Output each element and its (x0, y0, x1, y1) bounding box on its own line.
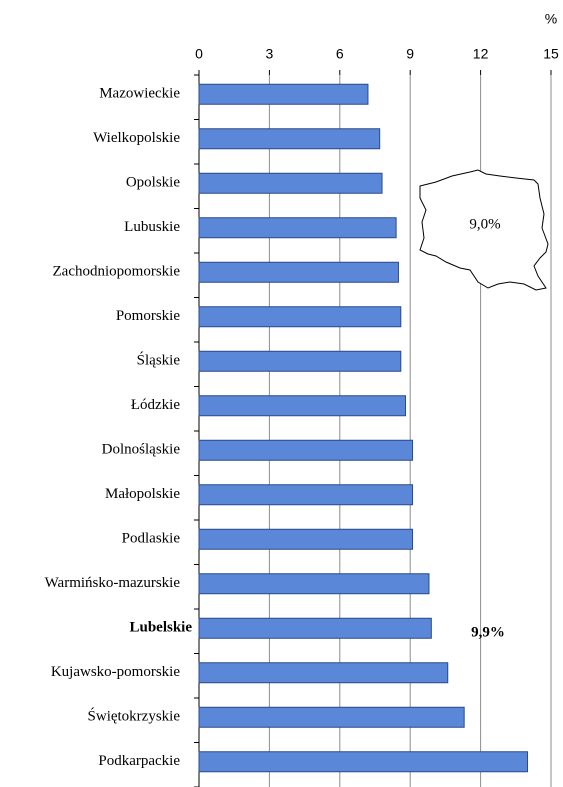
x-tick-label: 6 (336, 46, 344, 62)
bar (198, 128, 381, 150)
x-axis-unit: % (545, 11, 557, 27)
y-tick-label: Lubuskie (124, 219, 180, 235)
bar (198, 528, 414, 550)
bar (198, 83, 369, 105)
y-tick-label: Lubelskie (129, 620, 192, 636)
bar (198, 261, 399, 283)
x-tick-label: 15 (543, 46, 559, 62)
x-tick-label: 12 (473, 46, 489, 62)
bar (198, 573, 430, 595)
y-tick-label: Warmińsko-mazurskie (45, 575, 181, 591)
y-tick-label: Małopolskie (105, 486, 180, 502)
bar (198, 395, 407, 417)
bar (198, 617, 432, 639)
bar (198, 662, 449, 684)
y-tick-label: Łódzkie (131, 397, 180, 413)
x-tick-label: 0 (195, 46, 203, 62)
bar (198, 172, 383, 194)
bar (198, 350, 402, 372)
y-tick-label: Kujawsko-pomorskie (51, 664, 180, 680)
y-tick-label: Podlaskie (122, 531, 181, 547)
bar (198, 439, 414, 461)
y-tick-label: Pomorskie (116, 308, 181, 324)
poland-map (419, 169, 549, 291)
bar (198, 306, 402, 328)
highlight-annotation: 9,9% (471, 624, 505, 640)
bar (198, 217, 397, 239)
y-tick-label: Podkarpackie (98, 753, 180, 769)
y-tick-label: Wielkopolskie (93, 130, 180, 146)
bar (198, 484, 414, 506)
bar (198, 706, 465, 728)
y-tick-label: Śląskie (137, 352, 181, 369)
x-tick-label: 3 (266, 46, 274, 62)
y-tick-label: Świętokrzyskie (88, 708, 181, 725)
y-tick-label: Zachodniopomorskie (53, 264, 181, 280)
bar (198, 751, 529, 773)
map-annotation: 9,0% (469, 216, 500, 232)
x-tick-label: 9 (406, 46, 414, 62)
y-tick-label: Mazowieckie (99, 86, 180, 102)
y-tick-label: Opolskie (126, 175, 181, 191)
y-tick-label: Dolnośląskie (102, 442, 181, 458)
bars (198, 83, 529, 773)
